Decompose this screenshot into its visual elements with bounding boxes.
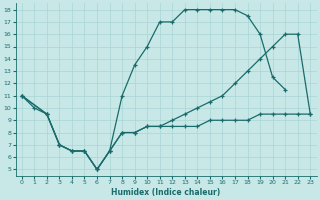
X-axis label: Humidex (Indice chaleur): Humidex (Indice chaleur) (111, 188, 221, 197)
